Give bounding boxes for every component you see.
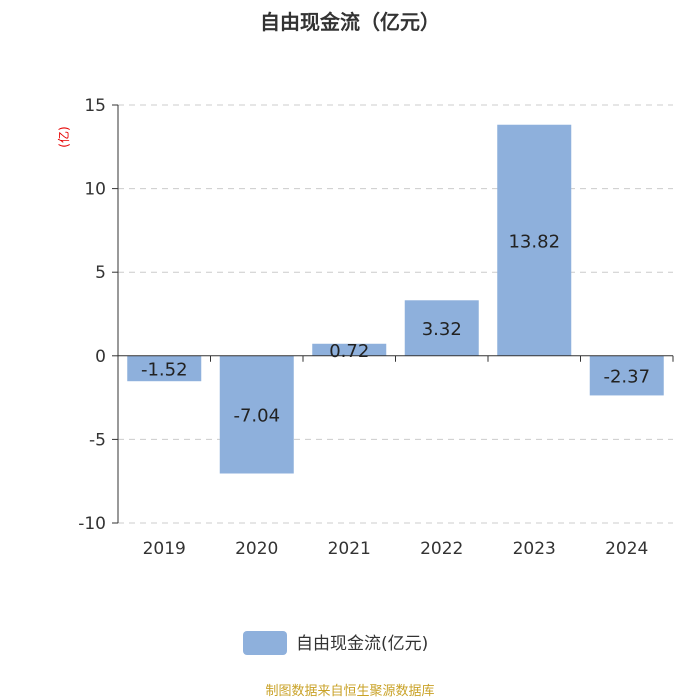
y-tick-label: 15 [84, 96, 106, 116]
bars [127, 124, 664, 474]
data-label: -7.04 [233, 406, 280, 427]
bar [589, 355, 664, 396]
bar [312, 343, 387, 356]
legend-label: 自由现金流(亿元) [296, 634, 428, 654]
bar [127, 355, 202, 382]
y-tick-label: -5 [89, 430, 106, 450]
y-tick-label: -10 [78, 514, 106, 534]
data-labels: -1.52 -7.04 0.72 3.32 13.82 -2.37 [141, 231, 650, 426]
x-tick-label: 2023 [513, 539, 556, 559]
y-axis-label: (亿) [56, 126, 71, 147]
source-note: 制图数据来自恒生聚源数据库 [265, 683, 434, 699]
data-label: -2.37 [603, 367, 650, 388]
x-tick-label: 2019 [143, 539, 186, 559]
x-tick-label: 2020 [235, 539, 278, 559]
axes [112, 104, 674, 524]
legend-swatch [243, 631, 287, 655]
x-tick-labels: 2019 2020 2021 2022 2023 2024 [143, 539, 649, 559]
data-label: -1.52 [141, 360, 188, 381]
legend[interactable]: 自由现金流(亿元) [243, 631, 428, 655]
bar [404, 300, 479, 356]
x-tick-label: 2024 [605, 539, 648, 559]
x-tick-label: 2022 [420, 539, 463, 559]
data-label: 3.32 [422, 319, 462, 340]
gridlines [118, 104, 673, 524]
y-tick-labels: 15 10 5 0 -5 -10 [78, 96, 106, 534]
bar [219, 355, 294, 474]
bar [497, 124, 572, 356]
data-label: 0.72 [329, 341, 369, 362]
data-label: 13.82 [508, 231, 560, 252]
y-tick-label: 0 [95, 347, 106, 367]
chart-title: 自由现金流（亿元） [260, 10, 440, 34]
y-tick-label: 5 [95, 263, 106, 283]
x-tick-label: 2021 [328, 539, 371, 559]
y-tick-label: 10 [84, 180, 106, 200]
